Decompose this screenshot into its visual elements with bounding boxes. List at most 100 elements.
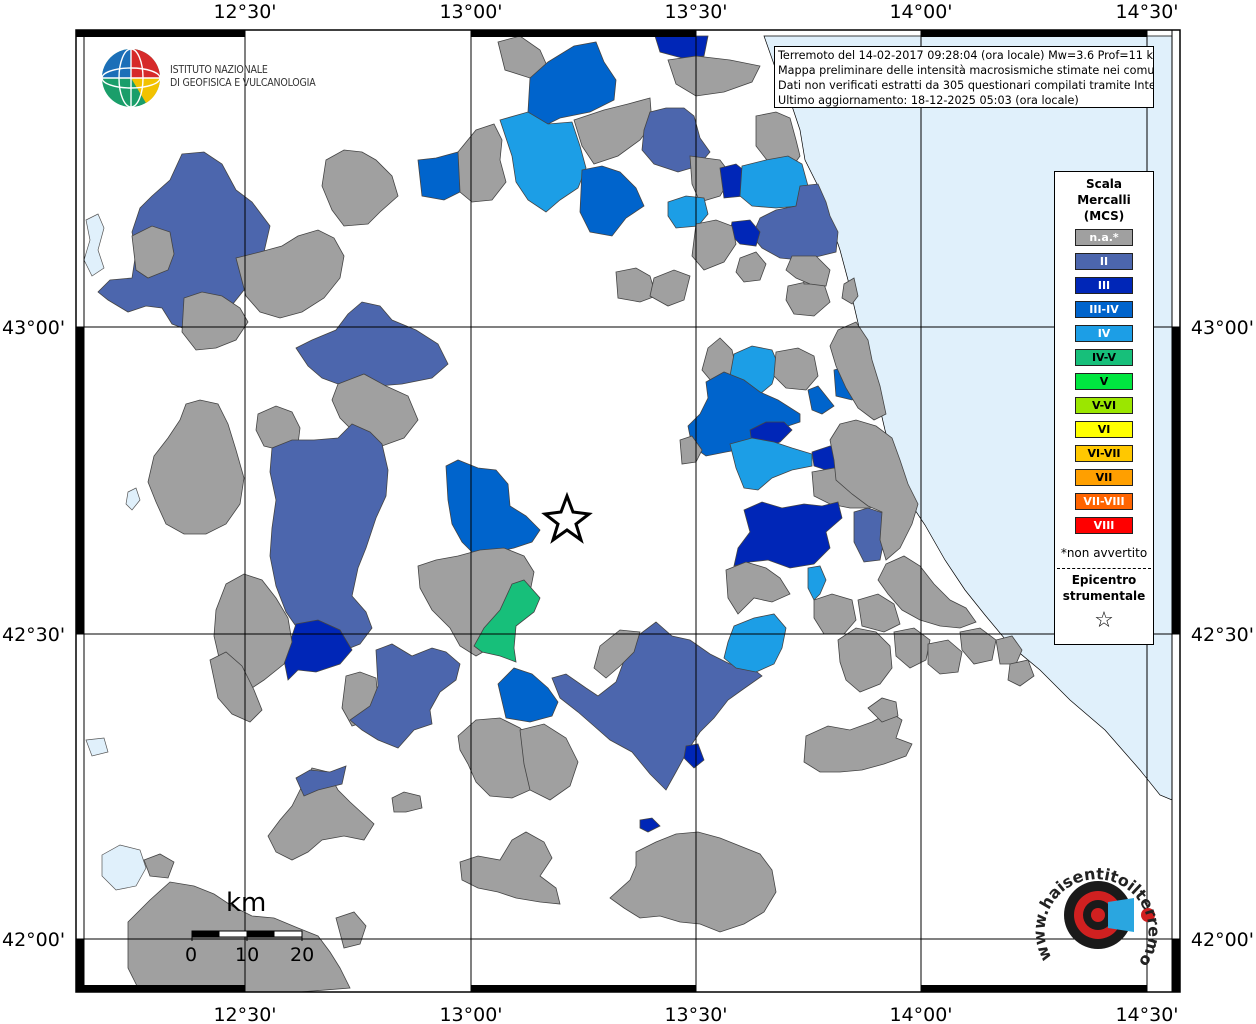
municipality-region-II [295,301,449,387]
frame-tick-block [471,30,696,37]
municipality-regions [97,35,1035,993]
municipality-region-II [269,423,389,653]
info-line-4: Ultimo aggiornamento: 18-12-2025 05:03 (… [778,94,1079,107]
municipality-region-na [321,149,399,227]
frame-tick-block [76,939,84,992]
municipality-region-III-IV [497,667,559,723]
lat-label: 42°30' [1191,624,1254,646]
lon-label: 13°00' [439,1004,502,1024]
municipality-region-na [785,281,831,317]
municipality-region-na [725,561,791,615]
municipality-region-IV [667,195,709,229]
lon-label: 13°30' [664,1004,727,1024]
municipality-region-IV [807,565,827,601]
municipality-region-na [457,123,507,203]
epicenter-star [541,491,593,544]
municipality-region-III [639,817,661,833]
municipality-region-na [829,321,887,421]
frame-tick-block [921,30,1147,37]
municipality-region-na [593,629,641,679]
scale-bar [191,930,303,941]
lat-label: 42°30' [2,624,65,646]
lat-label: 42°00' [2,929,65,951]
municipality-region-na [785,255,831,287]
municipality-region-III [654,35,709,59]
municipality-region-na [841,277,859,305]
municipality-region-III-IV [417,151,463,201]
municipality-region-na [837,627,893,693]
map-frame [75,29,1181,993]
ingv-line-2: DI GEOFISICA E VULCANOLOGIA [170,77,316,89]
legend-item: III [1075,277,1133,294]
legend-title-1: Scala [1085,177,1123,191]
legend-item: V [1075,373,1133,390]
municipality-region-na [615,267,657,303]
ingv-line-1: ISTITUTO NAZIONALE [170,64,268,76]
legend-note: *non avvertito [1060,546,1148,560]
lon-label: 13°30' [664,1,727,23]
scale-unit: km [226,888,267,918]
lon-label: 14°00' [889,1004,952,1024]
info-line-3: Dati non verificati estratti da 305 ques… [778,79,1154,92]
municipality-region-na [147,399,245,535]
municipality-region-II [349,643,461,749]
municipality-region-III [733,501,843,569]
lon-label: 14°30' [1115,1004,1178,1024]
frame-tick-block [471,985,696,992]
lon-label: 12°30' [213,1,276,23]
scale-label-0: 0 [185,944,198,966]
lake-small [85,737,109,757]
lon-label: 12°30' [213,1004,276,1024]
legend-title-2: Mercalli [1077,193,1131,207]
municipality-region-na [867,697,899,723]
legend-item: IV-V [1075,349,1133,366]
municipality-region-na [877,555,977,629]
ingv-globe-icon [101,48,161,108]
municipality-region-II [853,507,887,563]
municipality-region-na [735,251,767,283]
municipality-region-na [813,593,857,635]
info-line-2: Mappa preliminare delle intensità macros… [778,64,1154,77]
legend-item: VII-VIII [1075,493,1133,510]
frame-tick-block [921,985,1147,992]
legend-separator [1057,568,1151,569]
frame-tick-block [76,985,245,992]
municipality-region-na [391,791,423,813]
municipality-region-na [143,853,175,879]
municipality-region-na [773,347,819,391]
legend-item: VII [1075,469,1133,486]
scale-label-10: 10 [235,944,260,966]
legend-epicenter-label: Epicentro strumentale [1055,572,1153,604]
municipality-region-na [267,767,375,861]
frame-tick-block [1172,327,1180,634]
haisentito-logo-icon [1064,881,1155,949]
legend-item: II [1075,253,1133,270]
legend-item: III-IV [1075,301,1133,318]
municipality-region-III-IV [445,459,541,557]
legend-item: VI-VII [1075,445,1133,462]
municipality-region-III-IV [807,385,835,415]
municipality-region-na [609,831,777,933]
lake-piediluco [125,487,141,511]
lake-bolsena-area [101,844,147,891]
municipality-region-na [519,723,579,801]
municipality-region-na [959,627,997,665]
lat-label: 43°00' [2,317,65,339]
municipality-region-III-IV [579,165,645,237]
municipality-region-na [335,911,367,949]
municipality-region-IV [729,437,813,491]
municipality-region-na [459,831,561,905]
municipality-region-na [667,55,761,97]
lat-label: 42°00' [1191,929,1254,951]
municipality-region-II [551,621,763,791]
municipality-region-IV [723,613,787,673]
legend-epi-1: Epicentro [1071,573,1137,587]
lon-label: 14°00' [889,1,952,23]
legend-title: Scala Mercalli (MCS) [1055,176,1153,224]
lon-label: 13°00' [439,1,502,23]
event-info-box: Terremoto del 14-02-2017 09:28:04 (ora l… [774,46,1154,108]
legend-item: V-VI [1075,397,1133,414]
municipality-region-na [1007,659,1035,687]
